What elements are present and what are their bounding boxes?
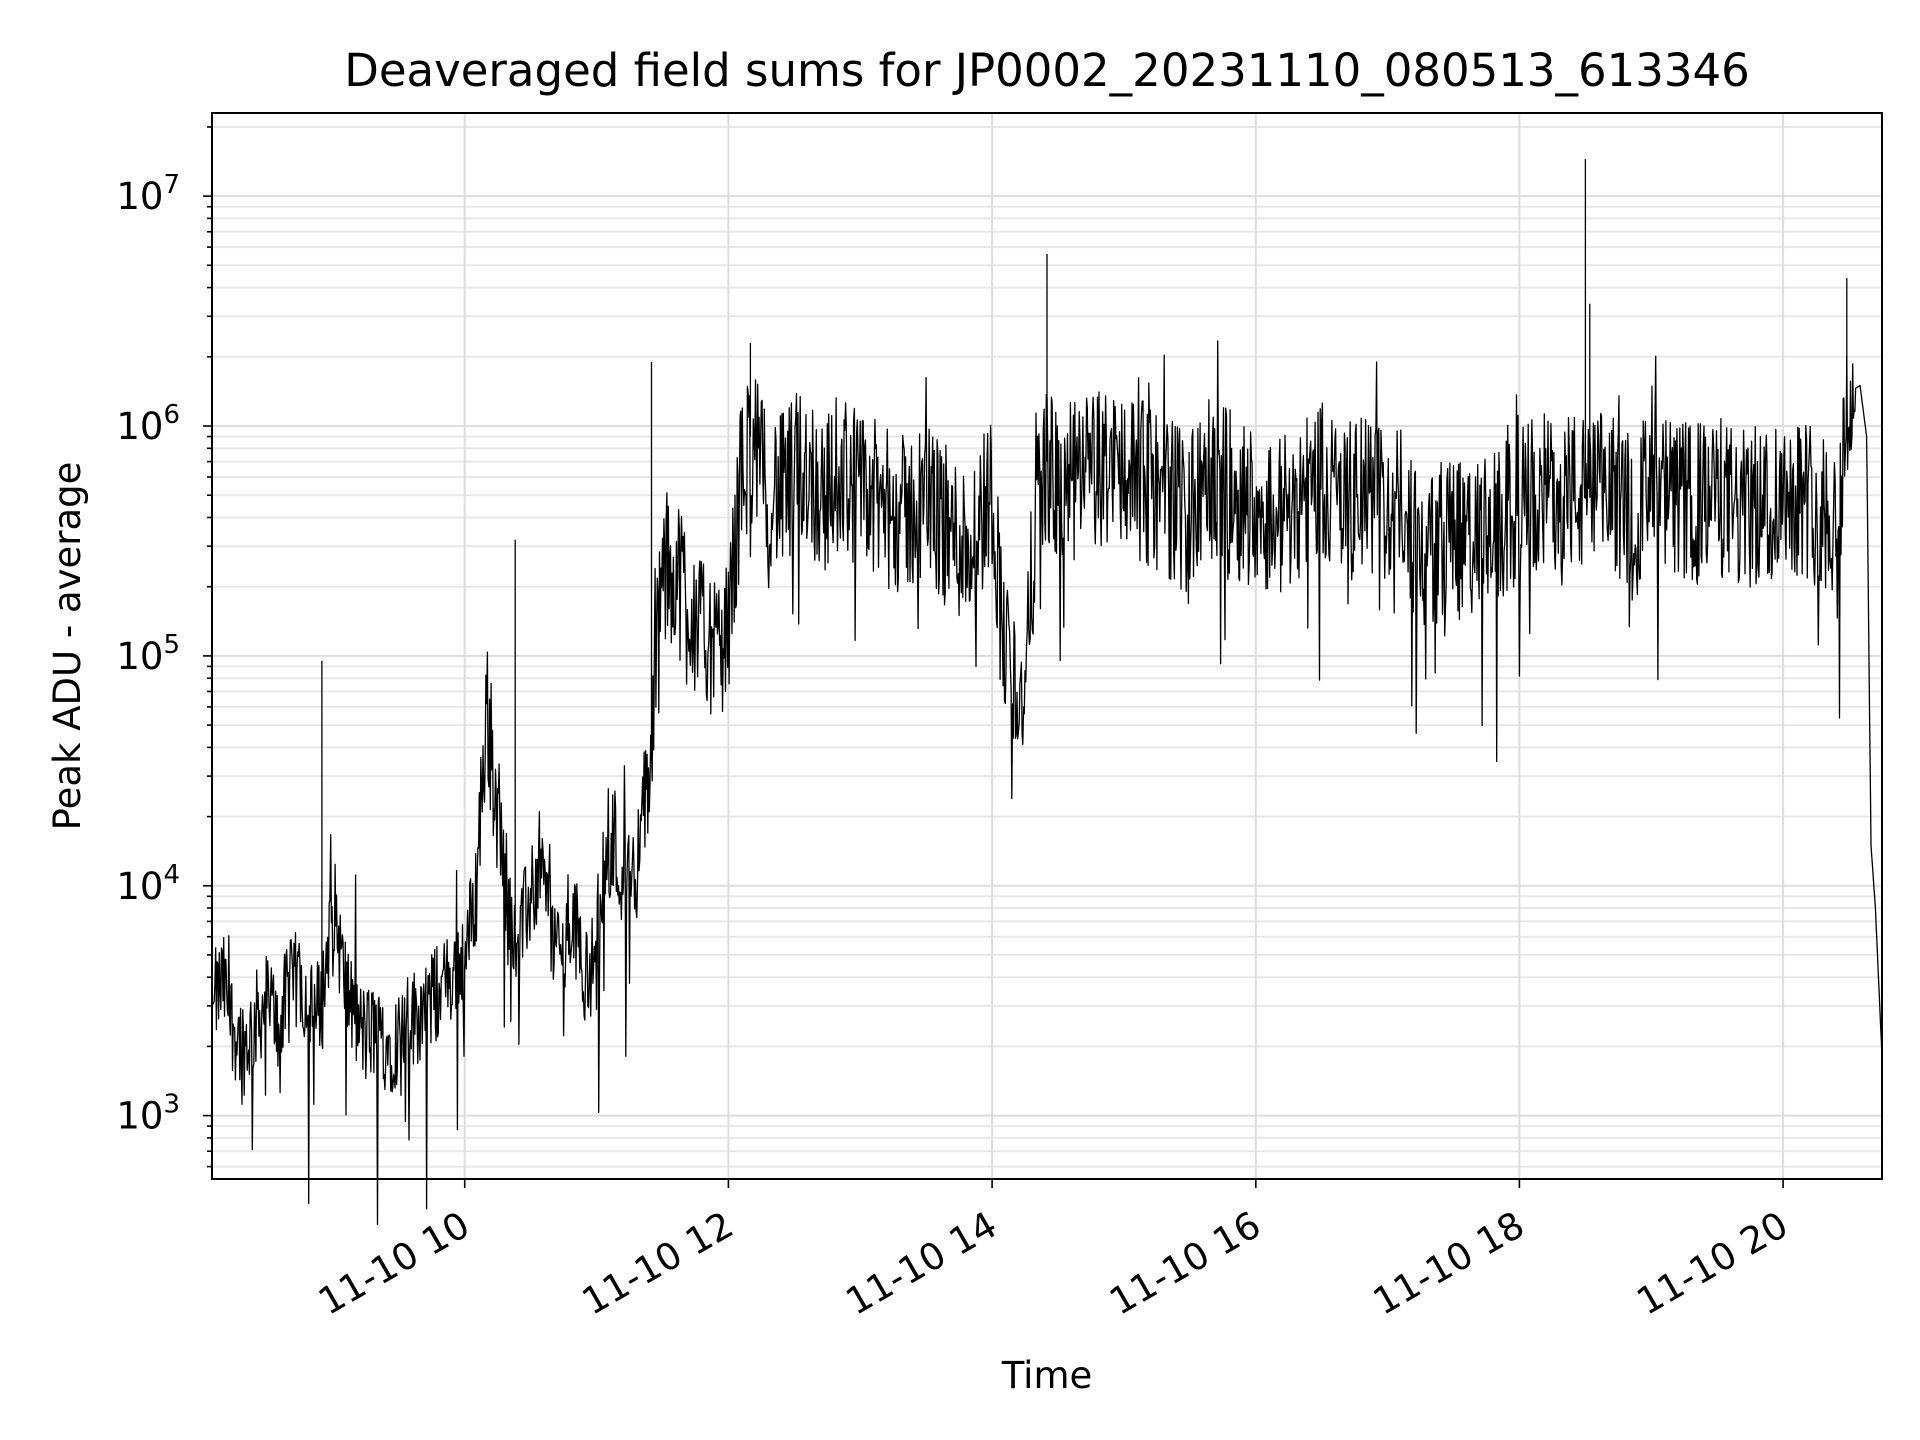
chart-title: Deaveraged field sums for JP0002_2023111… bbox=[344, 44, 1750, 97]
y-tick-label: 105 bbox=[116, 630, 180, 678]
x-tick-label: 11-10 14 bbox=[839, 1203, 1005, 1323]
series-line bbox=[211, 340, 1883, 1226]
y-tick-label: 104 bbox=[116, 860, 180, 908]
y-tick-label: 103 bbox=[116, 1090, 180, 1138]
x-tick-label: 11-10 18 bbox=[1366, 1203, 1532, 1323]
y-axis-label: Peak ADU - average bbox=[46, 462, 89, 831]
plot-area bbox=[211, 159, 1883, 1226]
x-tick-label: 11-10 20 bbox=[1630, 1203, 1796, 1323]
x-tick-label: 11-10 10 bbox=[311, 1203, 477, 1323]
y-tick-label: 106 bbox=[116, 400, 180, 448]
y-tick-label: 107 bbox=[116, 170, 180, 218]
x-axis-ticks: 11-10 10 11-10 12 11-10 14 11-10 16 11-10 18… bbox=[311, 1179, 1795, 1324]
x-tick-label: 11-10 16 bbox=[1102, 1203, 1268, 1323]
x-axis-label: Time bbox=[1001, 1354, 1093, 1397]
x-tick-label: 11-10 12 bbox=[575, 1203, 741, 1323]
y-axis-ticks: 103 104 105 106 107 bbox=[116, 126, 212, 1168]
plot-frame bbox=[211, 112, 1883, 1180]
